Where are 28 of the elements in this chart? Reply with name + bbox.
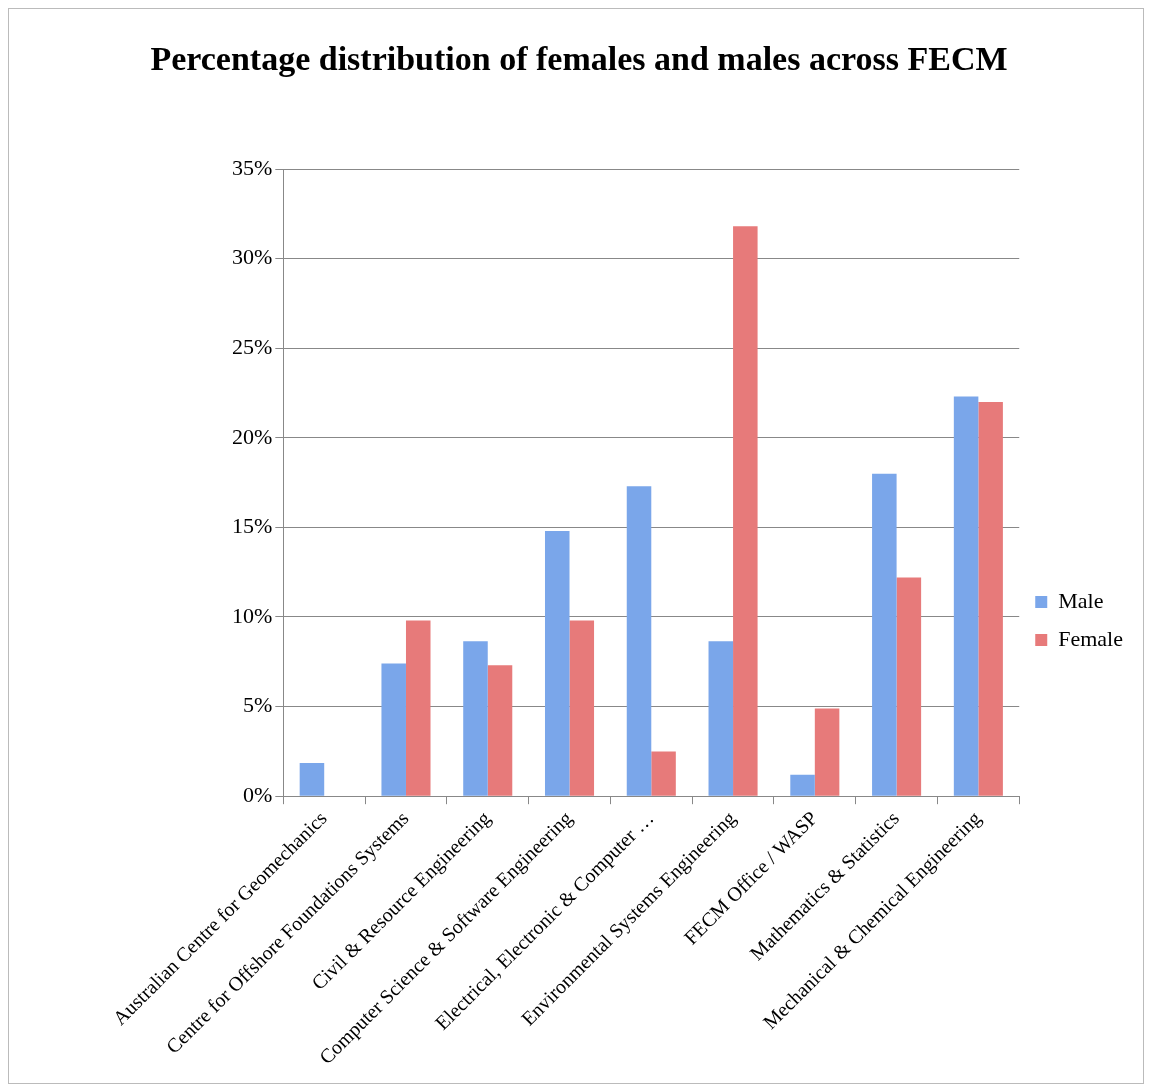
y-tick-label: 20% — [232, 423, 273, 449]
legend-label: Female — [1058, 625, 1124, 651]
bar — [544, 530, 570, 796]
y-tick-label: 35% — [232, 154, 273, 180]
y-tick-label: 25% — [232, 333, 273, 359]
bar — [626, 486, 652, 796]
bar — [569, 620, 595, 796]
bar — [896, 577, 922, 796]
bar — [790, 774, 815, 796]
bar — [708, 641, 734, 796]
y-tick-label: 0% — [243, 781, 273, 807]
bar — [299, 763, 325, 796]
bar — [953, 396, 979, 796]
bar — [463, 641, 488, 796]
bar — [814, 708, 840, 796]
y-tick-label: 5% — [243, 692, 273, 718]
bar — [381, 663, 406, 796]
bar — [978, 401, 1003, 796]
chart-title: Percentage distribution of females and males across FECM — [149, 39, 1009, 79]
bar — [487, 665, 513, 796]
bar — [872, 473, 897, 796]
bar — [733, 226, 758, 796]
legend-label: Male — [1058, 587, 1104, 613]
y-tick-label: 15% — [232, 513, 273, 539]
bar — [651, 751, 676, 796]
bar — [405, 620, 431, 796]
y-tick-label: 10% — [232, 602, 273, 628]
y-tick-label: 30% — [232, 244, 273, 270]
